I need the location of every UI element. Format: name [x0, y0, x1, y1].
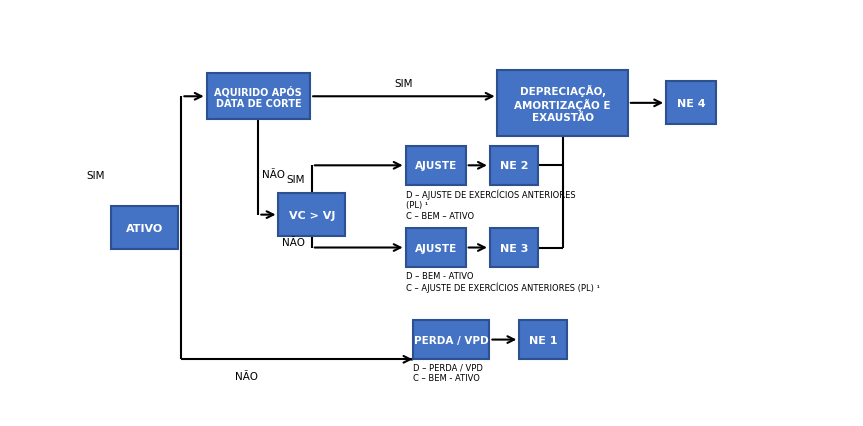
Text: NÃO: NÃO	[235, 371, 258, 381]
FancyBboxPatch shape	[497, 71, 628, 136]
Text: D – AJUSTE DE EXERCÍCIOS ANTERIORES
(PL) ¹
C – BEM – ATIVO: D – AJUSTE DE EXERCÍCIOS ANTERIORES (PL)…	[406, 189, 575, 220]
Text: NE 2: NE 2	[500, 161, 528, 171]
FancyBboxPatch shape	[490, 228, 538, 268]
Text: NÃO: NÃO	[261, 169, 285, 179]
FancyBboxPatch shape	[111, 207, 178, 250]
Text: D – PERDA / VPD
C – BEM - ATIVO: D – PERDA / VPD C – BEM - ATIVO	[413, 363, 482, 382]
Text: NE 1: NE 1	[529, 335, 557, 345]
Text: AQUIRIDO APÓS
DATA DE CORTE: AQUIRIDO APÓS DATA DE CORTE	[215, 86, 302, 109]
Text: D – BEM - ATIVO
C – AJUSTE DE EXERCÍCIOS ANTERIORES (PL) ¹: D – BEM - ATIVO C – AJUSTE DE EXERCÍCIOS…	[406, 271, 600, 292]
FancyBboxPatch shape	[413, 320, 489, 360]
FancyBboxPatch shape	[520, 320, 567, 360]
Text: PERDA / VPD: PERDA / VPD	[413, 335, 488, 345]
Text: SIM: SIM	[394, 79, 413, 89]
Text: AJUSTE: AJUSTE	[414, 161, 457, 171]
FancyBboxPatch shape	[279, 194, 345, 236]
Text: VC > VJ: VC > VJ	[289, 210, 335, 220]
Text: ATIVO: ATIVO	[126, 223, 163, 233]
Text: SIM: SIM	[86, 171, 104, 181]
FancyBboxPatch shape	[406, 228, 466, 268]
FancyBboxPatch shape	[206, 74, 310, 120]
FancyBboxPatch shape	[406, 146, 466, 186]
Text: DEPRECIAÇÃO,
AMORTIZAÇÃO E
EXAUSTÃO: DEPRECIAÇÃO, AMORTIZAÇÃO E EXAUSTÃO	[514, 85, 611, 123]
Text: NE 4: NE 4	[677, 98, 705, 109]
Text: AJUSTE: AJUSTE	[414, 243, 457, 253]
FancyBboxPatch shape	[490, 146, 538, 186]
Text: NE 3: NE 3	[500, 243, 528, 253]
Text: NÃO: NÃO	[282, 237, 306, 247]
Text: SIM: SIM	[287, 175, 306, 185]
FancyBboxPatch shape	[666, 82, 716, 125]
